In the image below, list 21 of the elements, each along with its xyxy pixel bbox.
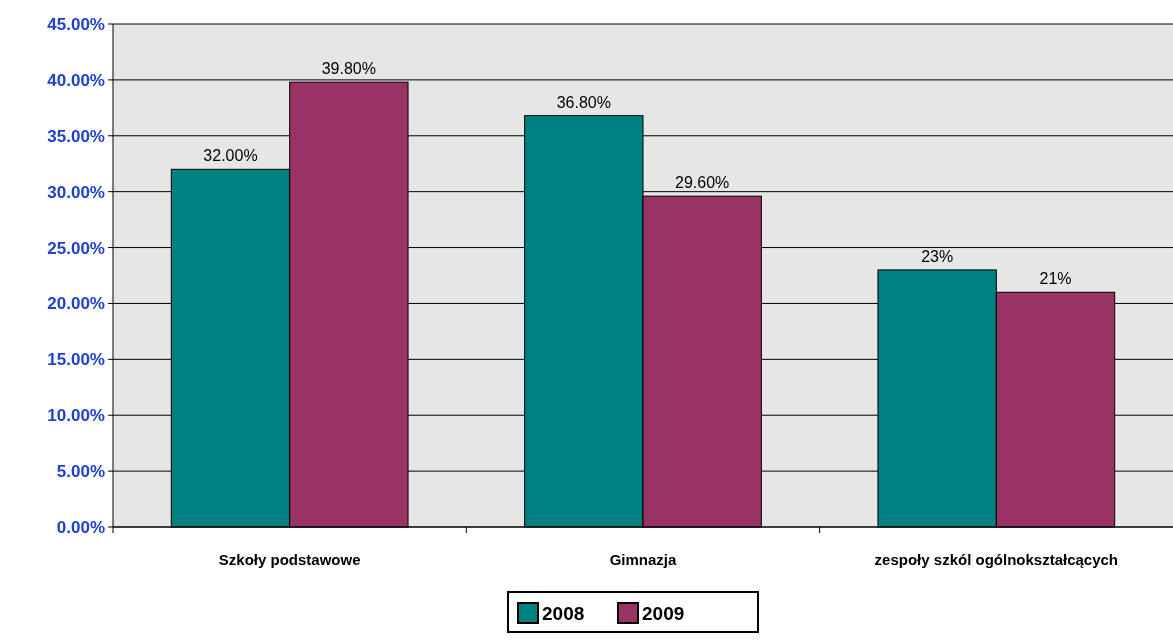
y-tick-label: 20.00% xyxy=(47,294,105,314)
data-label: 36.80% xyxy=(556,93,611,111)
data-label: 29.60% xyxy=(675,174,730,192)
x-tick-label: zespoły szkól ogólnokształcących xyxy=(874,551,1119,568)
data-label: 39.80% xyxy=(321,60,376,78)
y-tick-label: 0.00% xyxy=(56,517,105,537)
y-tick-label: 5.00% xyxy=(56,462,105,482)
x-tick-label: Gimnazja xyxy=(609,551,677,568)
y-tick-label: 30.00% xyxy=(47,182,105,202)
y-tick-label: 25.00% xyxy=(47,238,105,258)
y-tick-label: 10.00% xyxy=(47,406,105,426)
y-tick-label: 45.00% xyxy=(47,14,105,34)
x-tick-label: Szkoły podstawowe xyxy=(218,551,361,568)
y-tick-label: 35.00% xyxy=(47,126,105,146)
legend-label: 2008 xyxy=(542,602,585,624)
y-tick-label: 15.00% xyxy=(47,350,105,370)
legend-label: 2009 xyxy=(642,602,685,624)
data-label: 23% xyxy=(921,247,954,265)
data-label: 21% xyxy=(1039,270,1072,288)
y-tick-label: 40.00% xyxy=(47,70,105,90)
data-label: 32.00% xyxy=(203,147,258,165)
